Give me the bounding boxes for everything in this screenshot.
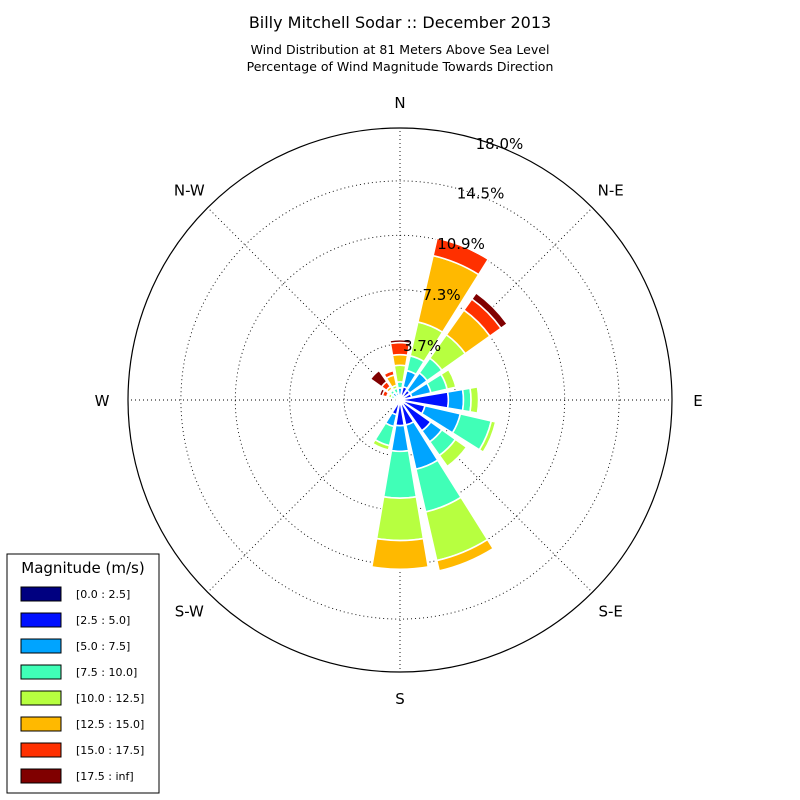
wind-bar-segment (446, 388, 465, 412)
direction-label: W (95, 392, 110, 410)
wind-bar-segment (382, 449, 418, 500)
wind-bar-segment (438, 438, 468, 468)
grid-spoke (399, 399, 593, 593)
legend-label: [5.0 : 7.5] (76, 640, 130, 653)
legend-swatch (20, 690, 62, 706)
wind-bar-segment (447, 367, 459, 389)
grid-spoke (207, 399, 401, 593)
outer-ring (127, 127, 673, 673)
wind-bar-segment (470, 291, 509, 330)
legend: Magnitude (m/s) [0.0 : 2.5] [2.5 : 5.0] [5… (6, 553, 160, 794)
wind-bar-segment (378, 387, 386, 397)
wind-bars (369, 235, 509, 572)
radial-tick-label: 14.5% (457, 184, 505, 202)
legend-swatch (20, 638, 62, 654)
legend-swatch (20, 716, 62, 732)
direction-label: N-E (598, 181, 624, 199)
radial-tick-label: 3.7% (403, 337, 441, 355)
wind-bar-segment (371, 438, 391, 452)
legend-swatch (20, 664, 62, 680)
direction-label: E (693, 392, 702, 410)
legend-swatch (20, 612, 62, 628)
legend-label: [17.5 : inf] (76, 770, 134, 783)
direction-label: N (394, 94, 405, 112)
direction-label: S-W (175, 603, 204, 621)
wind-bar-segment (469, 385, 480, 415)
wind-bar-segment (391, 403, 397, 409)
chart-subtitle-line-2: Percentage of Wind Magnitude Towards Dir… (247, 59, 554, 74)
legend-label: [12.5 : 15.0] (76, 718, 144, 731)
wind-bar-segment (369, 369, 388, 388)
direction-labels: N N-E E S-E S S-W W N-W (95, 94, 703, 708)
wind-bar-segment (370, 537, 430, 571)
direction-label: S (395, 690, 405, 708)
wind-bar-segment (382, 369, 396, 380)
wind-bar-segment (436, 235, 491, 261)
direction-label: N-W (174, 181, 205, 199)
wind-bar-segment (388, 338, 412, 345)
grid-ring (180, 180, 620, 620)
radial-tick-label: 7.3% (422, 286, 460, 304)
legend-swatch (20, 768, 62, 784)
radial-tick-label: 18.0% (476, 135, 524, 153)
chart-title: Billy Mitchell Sodar :: December 2013 (249, 13, 551, 32)
legend-items: [0.0 : 2.5] [2.5 : 5.0] [5.0 : 7.5] [7.5 : … (20, 586, 144, 784)
wind-bar-segment (478, 419, 497, 454)
grid-ring (289, 289, 511, 511)
wind-bar-segment (435, 538, 495, 572)
legend-label: [7.5 : 10.0] (76, 666, 137, 679)
legend-swatch (20, 742, 62, 758)
legend-swatch (20, 586, 62, 602)
wind-bar-segment (391, 353, 409, 367)
legend-label: [0.0 : 2.5] (76, 588, 130, 601)
radial-tick-labels: 3.7% 7.3% 10.9% 14.5% 18.0% (403, 135, 523, 355)
wind-bar-segment (375, 495, 425, 542)
grid-spoke (207, 207, 401, 401)
chart-subtitle-line-1: Wind Distribution at 81 Meters Above Sea… (251, 42, 550, 57)
wind-bar-segment (394, 399, 399, 404)
direction-label: S-E (599, 603, 623, 621)
radial-tick-label: 10.9% (437, 235, 485, 253)
grid-spoke (399, 207, 593, 401)
wind-bar-segment (396, 381, 404, 390)
legend-label: [2.5 : 5.0] (76, 614, 130, 627)
legend-label: [15.0 : 17.5] (76, 744, 144, 757)
legend-label: [10.0 : 12.5] (76, 692, 144, 705)
legend-title: Magnitude (m/s) (21, 559, 144, 577)
